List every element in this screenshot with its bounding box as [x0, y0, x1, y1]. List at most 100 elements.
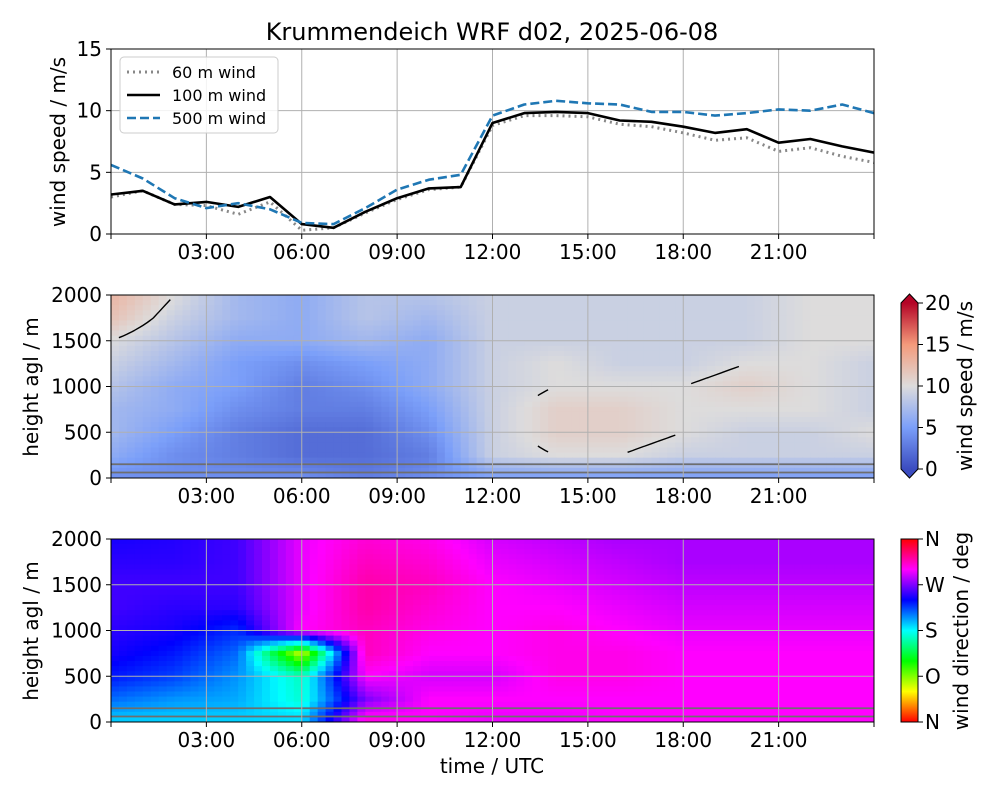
heatmap-cell [325, 432, 335, 438]
heatmap-cell [778, 310, 788, 316]
heatmap-cell [389, 574, 398, 581]
heatmap-cell [826, 447, 835, 454]
heatmap-cell [357, 401, 366, 408]
heatmap-cell [460, 320, 470, 327]
heatmap-cell [707, 574, 716, 581]
heatmap-cell [357, 605, 366, 611]
heatmap-cell [460, 422, 470, 428]
heatmap-cell [397, 401, 406, 408]
heatmap-cell [770, 340, 780, 347]
heatmap-cell [373, 366, 382, 372]
heatmap-cell [794, 391, 804, 398]
heatmap-cell [564, 411, 573, 418]
heatmap-cell [413, 422, 422, 428]
heatmap-cell [182, 295, 192, 301]
heatmap-cell [564, 386, 573, 393]
heatmap-cell [325, 366, 335, 372]
heatmap-cell [715, 605, 724, 611]
heatmap-cell [786, 564, 796, 571]
heatmap-cell [214, 600, 223, 606]
heatmap-cell [683, 330, 692, 337]
heatmap-cell [468, 376, 478, 383]
heatmap-cell [413, 340, 422, 347]
heatmap-cell [802, 574, 812, 581]
heatmap-cell [842, 350, 851, 357]
heatmap-cell [309, 325, 319, 332]
heatmap-cell [524, 569, 533, 576]
heatmap-cell [222, 467, 231, 474]
heatmap-cell [246, 371, 255, 377]
heatmap-cell [667, 467, 676, 474]
heatmap-cell [420, 325, 430, 332]
heatmap-cell [301, 396, 311, 403]
heatmap-cell [595, 544, 605, 550]
heatmap-cell [778, 417, 788, 423]
heatmap-cell [381, 467, 390, 474]
heatmap-cell [611, 594, 621, 601]
heatmap-cell [770, 366, 780, 372]
heatmap-cell [206, 371, 215, 377]
heatmap-cell [548, 574, 557, 581]
heatmap-cell [476, 376, 486, 383]
heatmap-cell [651, 432, 661, 438]
heatmap-cell [381, 442, 390, 449]
heatmap-cell [277, 584, 287, 591]
series-line-100-m-wind [111, 110, 874, 230]
heatmap-cell [643, 605, 653, 611]
heatmap-cell [579, 305, 589, 311]
heatmap-cell [238, 457, 247, 464]
heatmap-cell [627, 610, 637, 616]
heatmap-cell [468, 589, 478, 596]
heatmap-cell [397, 579, 406, 586]
heatmap-cell [683, 600, 692, 606]
heatmap-cell [635, 437, 645, 444]
heatmap-cell [452, 559, 462, 566]
heatmap-cell [436, 600, 446, 606]
heatmap-cell [365, 554, 374, 560]
heatmap-cell [118, 605, 128, 611]
heatmap-cell [524, 452, 533, 459]
heatmap-cell [214, 594, 223, 601]
heatmap-cell [842, 579, 851, 586]
heatmap-cell [484, 295, 494, 301]
heatmap-cell [850, 472, 859, 478]
heatmap-cell [269, 417, 279, 423]
heatmap-cell [118, 437, 128, 444]
heatmap-cell [309, 564, 319, 571]
heatmap-cell [285, 564, 295, 571]
heatmap-cell [675, 406, 684, 413]
heatmap-cell [627, 472, 637, 478]
heatmap-cell [818, 330, 827, 337]
heatmap-cell [548, 371, 557, 377]
heatmap-cell [190, 366, 200, 372]
heatmap-cell [484, 325, 494, 332]
heatmap-cell [134, 335, 144, 342]
heatmap-cell [214, 549, 223, 555]
heatmap-cell [866, 396, 874, 403]
heatmap-cell [754, 345, 764, 352]
heatmap-cell [579, 386, 589, 393]
heatmap-cell [111, 350, 120, 357]
heatmap-cell [516, 579, 525, 586]
heatmap-cell [762, 305, 772, 311]
heatmap-cell [420, 579, 430, 586]
heatmap-cell [111, 325, 120, 332]
heatmap-cell [643, 467, 653, 474]
heatmap-cell [111, 335, 120, 342]
heatmap-cell [277, 401, 287, 408]
heatmap-cell [842, 381, 851, 388]
heatmap-cell [158, 401, 168, 408]
heatmap-cell [436, 559, 446, 566]
heatmap-cell [762, 345, 772, 352]
heatmap-cell [667, 594, 676, 601]
heatmap-cell [802, 411, 812, 418]
heatmap-cell [707, 594, 716, 601]
heatmap-cell [301, 579, 311, 586]
heatmap-cell [810, 335, 819, 342]
heatmap-cell [293, 361, 303, 367]
heatmap-cell [675, 340, 684, 347]
heatmap-cell [524, 366, 533, 372]
heatmap-cell [802, 472, 812, 478]
heatmap-cell [754, 539, 764, 545]
heatmap-cell [540, 462, 549, 469]
